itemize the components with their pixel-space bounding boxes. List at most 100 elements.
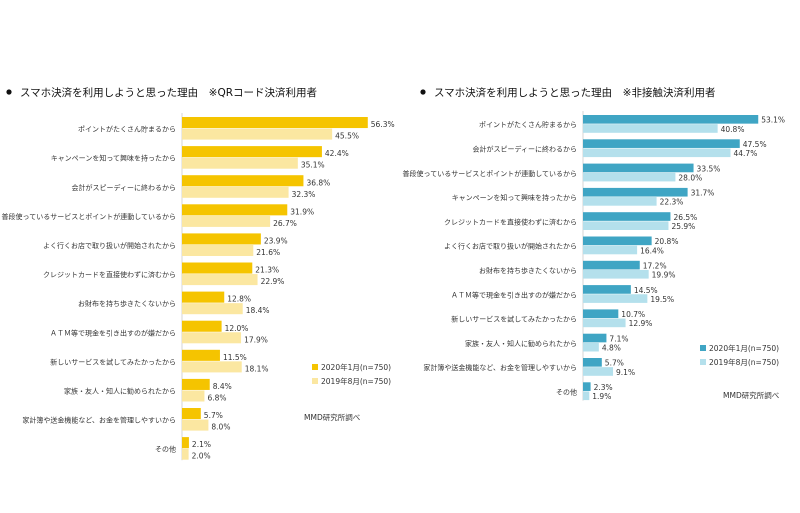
data-label: 1.9% — [592, 392, 611, 401]
category-label: お財布を持ち歩きたくないから — [78, 299, 176, 308]
legend-swatch — [312, 364, 318, 370]
data-label: 4.8% — [602, 344, 621, 353]
bar-current — [182, 408, 201, 420]
data-label: 28.0% — [678, 173, 702, 182]
category-label: 家計簿や送金機能など、お金を管理しやすいから — [22, 416, 176, 425]
bar-current — [182, 437, 189, 449]
title-bullet-icon — [6, 89, 12, 95]
bar-previous — [583, 367, 614, 376]
bar-previous — [583, 124, 718, 133]
category-label: ＡＴＭ等で現金を引き出すのが嫌だから — [50, 328, 176, 337]
category-label: 新しいサービスを試してみたかったから — [451, 315, 577, 324]
legend-label: 2019年8月(n=750) — [321, 376, 391, 386]
bar-current — [583, 212, 671, 221]
bar-previous — [182, 274, 258, 286]
category-label: 普段使っているサービスとポイントが連動しているから — [403, 169, 577, 178]
bar-current — [182, 117, 368, 129]
category-label: クレジットカードを直接使わずに済むから — [444, 217, 577, 226]
bar-current — [583, 139, 740, 148]
data-label: 9.1% — [616, 368, 635, 377]
category-label: ポイントがたくさん貯まるから — [78, 125, 176, 134]
bar-current — [583, 115, 759, 124]
data-label: 36.8% — [306, 178, 330, 187]
data-label: 19.9% — [652, 271, 676, 280]
bar-previous — [583, 294, 648, 303]
category-label: クレジットカードを直接使わずに済むから — [43, 270, 176, 279]
bar-previous — [182, 361, 242, 373]
bar-current — [182, 378, 210, 390]
data-label: 12.9% — [629, 319, 653, 328]
data-label: 32.3% — [292, 190, 316, 199]
bar-current — [583, 382, 591, 391]
legend-swatch — [700, 359, 706, 365]
data-label: 14.5% — [634, 286, 658, 295]
data-label: 40.8% — [721, 125, 745, 134]
bar-previous — [182, 419, 209, 431]
data-label: 26.5% — [673, 213, 697, 222]
bar-previous — [182, 390, 205, 402]
bar-current — [583, 236, 652, 246]
bar-current — [583, 333, 607, 343]
data-label: 19.5% — [650, 295, 674, 304]
data-label: 44.7% — [734, 149, 758, 158]
data-label: 22.3% — [660, 198, 684, 207]
data-label: 47.5% — [743, 140, 767, 149]
data-label: 17.2% — [643, 261, 667, 270]
data-label: 2.0% — [192, 452, 211, 461]
data-label: 56.3% — [371, 120, 395, 129]
bar-previous — [182, 186, 289, 198]
data-label: 16.4% — [640, 246, 664, 255]
bar-current — [583, 163, 694, 173]
bar-previous — [583, 342, 599, 352]
legend-label: 2020年1月(n=750) — [709, 343, 779, 353]
bar-current — [182, 320, 222, 332]
data-label: 8.0% — [211, 423, 230, 432]
data-label: 31.7% — [691, 189, 715, 198]
bar-previous — [583, 269, 649, 279]
bar-previous — [583, 148, 731, 158]
category-label: 家族・友人・知人に勧められたから — [465, 339, 577, 348]
source-note: MMD研究所調べ — [723, 390, 780, 400]
category-label: お財布を持ち歩きたくないから — [479, 266, 577, 275]
bar-previous — [182, 448, 189, 460]
bar-current — [182, 262, 253, 274]
category-label: キャンペーンを知って興味を持ったから — [452, 193, 577, 202]
category-label: 会計がスピーディーに終わるから — [472, 144, 577, 153]
data-label: 12.8% — [227, 295, 251, 304]
data-label: 2.1% — [192, 440, 211, 449]
data-label: 18.1% — [245, 364, 269, 373]
category-label: 普段使っているサービスとポイントが連動しているから — [2, 212, 176, 221]
data-label: 7.1% — [609, 334, 628, 343]
category-label: ポイントがたくさん貯まるから — [479, 120, 577, 129]
chart-title: スマホ決済を利用しようと思った理由 ※QRコード決済利用者 — [20, 86, 317, 99]
bar-current — [182, 291, 225, 303]
data-label: 53.1% — [761, 116, 785, 125]
bar-previous — [583, 172, 676, 182]
bar-previous — [182, 244, 254, 256]
bar-previous — [583, 245, 638, 255]
bar-previous — [583, 197, 657, 206]
data-label: 25.9% — [671, 222, 695, 231]
data-label: 11.5% — [223, 353, 247, 362]
legend-label: 2020年1月(n=750) — [321, 362, 391, 372]
data-label: 17.9% — [244, 335, 268, 344]
bar-previous — [583, 391, 590, 401]
data-label: 35.1% — [301, 161, 325, 170]
data-label: 21.3% — [255, 266, 279, 275]
category-label: その他 — [556, 387, 577, 396]
data-label: 42.4% — [325, 149, 349, 158]
bar-previous — [583, 318, 626, 328]
data-label: 22.9% — [261, 277, 285, 286]
bar-previous — [182, 303, 243, 315]
category-label: 新しいサービスを試してみたかったから — [50, 357, 176, 366]
bar-current — [583, 187, 688, 197]
legend-label: 2019年8月(n=750) — [709, 357, 779, 367]
chart-title: スマホ決済を利用しようと思った理由 ※非接触決済利用者 — [434, 86, 715, 99]
data-label: 23.9% — [264, 236, 288, 245]
bar-current — [182, 175, 304, 187]
legend-swatch — [312, 378, 318, 384]
bar-previous — [583, 221, 669, 230]
bar-current — [583, 309, 619, 319]
data-label: 18.4% — [246, 306, 270, 315]
data-label: 12.0% — [225, 324, 249, 333]
